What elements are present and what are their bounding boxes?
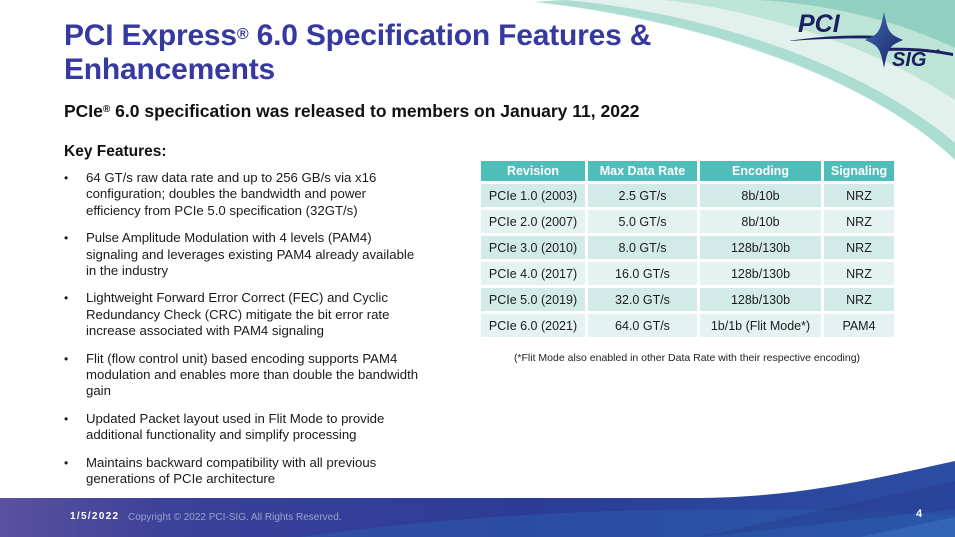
list-item: Updated Packet layout used in Flit Mode … <box>64 411 464 444</box>
bullet-text: Updated Packet layout used in Flit Mode … <box>86 410 385 443</box>
table-cell: 8.0 GT/s <box>588 236 697 259</box>
title-text-post: 6.0 Specification Features & Enhancement… <box>64 19 652 86</box>
table-row: PCIe 4.0 (2017) 16.0 GT/s 128b/130b NRZ <box>481 262 894 285</box>
table-cell: NRZ <box>824 288 894 311</box>
table-cell: PCIe 4.0 (2017) <box>481 262 585 285</box>
subtitle-text-post: 6.0 specification was released to member… <box>110 101 640 121</box>
footer-copyright: Copyright © 2022 PCI-SIG. All Rights Res… <box>128 512 342 523</box>
bullet-text: 64 GT/s raw data rate and up to 256 GB/s… <box>86 170 377 218</box>
table-cell: 128b/130b <box>700 288 821 311</box>
table-cell: PCIe 2.0 (2007) <box>481 210 585 233</box>
slide-subtitle: PCIe® 6.0 specification was released to … <box>64 101 824 122</box>
table-cell: 128b/130b <box>700 262 821 285</box>
pci-sig-logo: PCI SIG <box>788 10 953 71</box>
subtitle-text-pre: PCIe <box>64 101 103 121</box>
table-footnote: (*Flit Mode also enabled in other Data R… <box>513 352 861 364</box>
slide-title: PCI Express® 6.0 Specification Features … <box>64 18 774 87</box>
logo-swoosh-left-icon <box>788 35 880 41</box>
registered-mark: ® <box>236 26 249 43</box>
column-header-max-data-rate: Max Data Rate <box>588 161 697 181</box>
table-row: PCIe 6.0 (2021) 64.0 GT/s 1b/1b (Flit Mo… <box>481 314 894 337</box>
column-header-encoding: Encoding <box>700 161 821 181</box>
table-cell: PCIe 5.0 (2019) <box>481 288 585 311</box>
page-number: 4 <box>916 508 923 520</box>
table-cell: 2.5 GT/s <box>588 184 697 207</box>
bullet-icon <box>64 290 86 339</box>
list-item: Maintains backward compatibility with al… <box>64 455 464 488</box>
title-text-pre: PCI Express <box>64 19 237 52</box>
table-cell: NRZ <box>824 210 894 233</box>
logo-star-icon <box>865 12 903 68</box>
table-cell: NRZ <box>824 236 894 259</box>
table-cell: NRZ <box>824 262 894 285</box>
logo-trademark-icon <box>936 49 940 53</box>
bullet-text: Maintains backward compatibility with al… <box>86 454 377 487</box>
table-cell: PAM4 <box>824 314 894 337</box>
table-cell: 8b/10b <box>700 184 821 207</box>
table-row: PCIe 5.0 (2019) 32.0 GT/s 128b/130b NRZ <box>481 288 894 311</box>
revision-table: Revision Max Data Rate Encoding Signalin… <box>478 158 897 340</box>
table-cell: 64.0 GT/s <box>588 314 697 337</box>
logo-pci-text: PCI <box>798 10 841 38</box>
table-cell: NRZ <box>824 184 894 207</box>
table-cell: 1b/1b (Flit Mode*) <box>700 314 821 337</box>
logo-swoosh-right-icon <box>886 47 953 56</box>
key-features-list: 64 GT/s raw data rate and up to 256 GB/s… <box>64 170 464 499</box>
table-cell: 128b/130b <box>700 236 821 259</box>
bullet-text: Lightweight Forward Error Correct (FEC) … <box>86 290 390 339</box>
list-item: Lightweight Forward Error Correct (FEC) … <box>64 290 464 339</box>
table-cell: 16.0 GT/s <box>588 262 697 285</box>
logo-sig-text: SIG <box>892 49 926 71</box>
table-cell: PCIe 6.0 (2021) <box>481 314 585 337</box>
bullet-icon <box>64 411 86 444</box>
table-cell: 5.0 GT/s <box>588 210 697 233</box>
table-row: PCIe 1.0 (2003) 2.5 GT/s 8b/10b NRZ <box>481 184 894 207</box>
registered-mark: ® <box>102 104 111 115</box>
table-row: PCIe 3.0 (2010) 8.0 GT/s 128b/130b NRZ <box>481 236 894 259</box>
footer-band-decoration-icon <box>0 461 955 537</box>
table-header-row: Revision Max Data Rate Encoding Signalin… <box>481 161 894 181</box>
table-cell: 8b/10b <box>700 210 821 233</box>
bullet-icon <box>64 170 86 219</box>
list-item: Flit (flow control unit) based encoding … <box>64 351 464 400</box>
bullet-icon <box>64 455 86 488</box>
column-header-revision: Revision <box>481 161 585 181</box>
table-cell: PCIe 1.0 (2003) <box>481 184 585 207</box>
bullet-text: Pulse Amplitude Modulation with 4 levels… <box>86 230 415 279</box>
column-header-signaling: Signaling <box>824 161 894 181</box>
footer-date: 1/5/2022 <box>70 511 120 522</box>
bullet-text: Flit (flow control unit) based encoding … <box>86 350 419 399</box>
list-item: Pulse Amplitude Modulation with 4 levels… <box>64 230 464 279</box>
table-cell: PCIe 3.0 (2010) <box>481 236 585 259</box>
table-row: PCIe 2.0 (2007) 5.0 GT/s 8b/10b NRZ <box>481 210 894 233</box>
list-item: 64 GT/s raw data rate and up to 256 GB/s… <box>64 170 464 219</box>
bullet-icon <box>64 230 86 279</box>
bullet-icon <box>64 351 86 400</box>
table-cell: 32.0 GT/s <box>588 288 697 311</box>
key-features-heading: Key Features: <box>64 143 167 160</box>
